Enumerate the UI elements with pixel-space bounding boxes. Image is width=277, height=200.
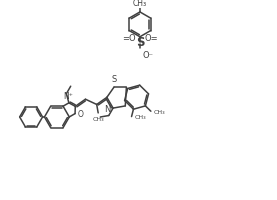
Text: S: S bbox=[136, 36, 144, 49]
Text: CH₃: CH₃ bbox=[133, 0, 147, 8]
Text: O⁻: O⁻ bbox=[143, 51, 154, 60]
Text: CH₃: CH₃ bbox=[154, 109, 165, 114]
Text: CH₃: CH₃ bbox=[134, 115, 146, 119]
Text: N⁺: N⁺ bbox=[63, 92, 73, 100]
Text: N: N bbox=[104, 104, 110, 113]
Text: O=: O= bbox=[145, 34, 158, 43]
Text: CH₃: CH₃ bbox=[92, 116, 104, 121]
Text: O: O bbox=[78, 110, 84, 119]
Text: =O: =O bbox=[122, 34, 135, 43]
Text: S: S bbox=[111, 75, 117, 84]
